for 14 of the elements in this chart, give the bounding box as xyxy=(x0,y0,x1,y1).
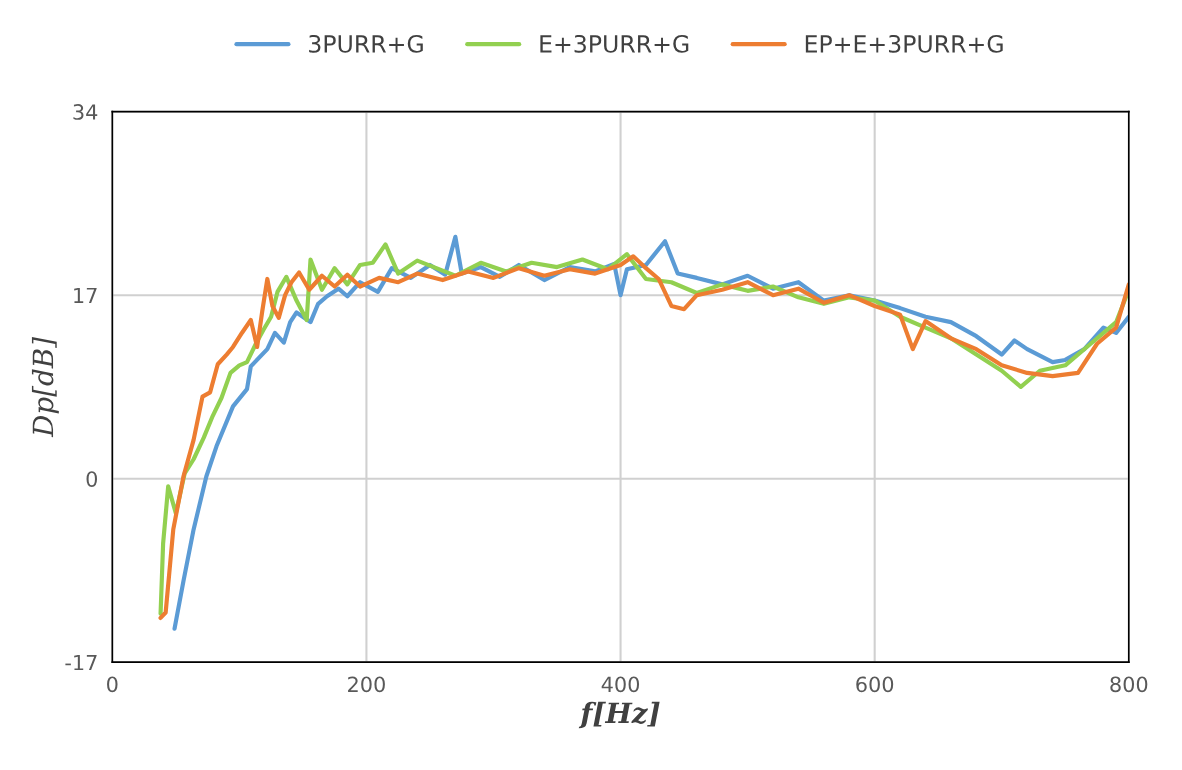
x-tick-label: 0 xyxy=(107,676,118,693)
y-tick-label: 34 xyxy=(73,104,98,120)
legend-label: EP+E+3PURR+G xyxy=(805,34,1003,53)
y-tick-label: -17 xyxy=(65,654,97,671)
y-tick-label: 0 xyxy=(86,471,98,487)
y-tick-label: 17 xyxy=(74,287,97,304)
legend-label: 3PURR+G xyxy=(309,34,423,53)
legend-label: E+3PURR+G xyxy=(540,34,689,53)
x-axis-title: f[Hz] xyxy=(578,701,660,729)
y-axis-title: Dp[dB] xyxy=(31,336,59,438)
x-tick-label: 400 xyxy=(601,676,640,693)
x-tick-label: 200 xyxy=(348,676,385,693)
x-tick-label: 800 xyxy=(1110,676,1148,693)
x-tick-label: 600 xyxy=(856,676,894,693)
